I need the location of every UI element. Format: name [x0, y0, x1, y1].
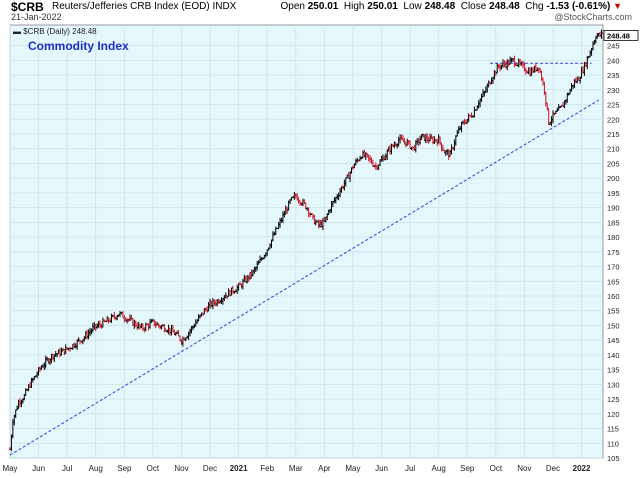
- exchange-label: INDX: [212, 1, 237, 12]
- chart-header: $CRB Reuters/Jefferies CRB Index (EOD) I…: [0, 0, 640, 24]
- y-tick-label: 245: [607, 42, 620, 51]
- y-tick-label: 225: [607, 101, 620, 110]
- y-tick-label: 220: [607, 115, 620, 124]
- y-tick-label: 210: [607, 145, 620, 154]
- close-label: Close: [460, 1, 487, 12]
- x-tick-label: Jul: [62, 464, 72, 473]
- x-tick-label: Apr: [318, 464, 331, 473]
- y-tick-label: 150: [607, 321, 620, 330]
- x-tick-label: 2022: [573, 464, 591, 473]
- x-tick-label: Jun: [375, 464, 388, 473]
- down-arrow-icon: ▼: [613, 1, 622, 11]
- y-tick-label: 130: [607, 380, 620, 389]
- x-tick-label: 2021: [230, 464, 248, 473]
- instrument-name: Reuters/Jefferies CRB Index (EOD): [52, 1, 210, 12]
- x-tick-label: Aug: [432, 464, 446, 473]
- chg-value: -1.53 (-0.61%): [546, 1, 611, 12]
- x-tick-label: Aug: [89, 464, 103, 473]
- y-tick-label: 190: [607, 204, 620, 213]
- y-tick-label: 215: [607, 130, 620, 139]
- y-tick-label: 145: [607, 336, 620, 345]
- support-trendline: [9, 99, 599, 456]
- x-tick-label: Dec: [203, 464, 217, 473]
- y-tick-label: 135: [607, 366, 620, 375]
- y-tick-label: 205: [607, 159, 620, 168]
- chart-date: 21-Jan-2022: [11, 12, 62, 22]
- ohlc-readout: Open 250.01 High 250.01 Low 248.48 Close…: [281, 1, 623, 12]
- y-tick-label: 125: [607, 395, 620, 404]
- chg-label: Chg: [525, 1, 544, 12]
- x-tick-label: Nov: [517, 464, 531, 473]
- high-label: High: [343, 1, 365, 12]
- y-tick-label: 230: [607, 86, 620, 95]
- ohlc-bars: [8, 29, 603, 452]
- x-tick-label: Nov: [174, 464, 188, 473]
- y-tick-label: 115: [607, 425, 619, 434]
- high-value: 250.01: [367, 1, 398, 12]
- y-tick-label: 165: [607, 277, 620, 286]
- low-value: 248.48: [424, 1, 456, 12]
- chart-annotation: Commodity Index: [28, 39, 129, 53]
- y-tick-label: 240: [607, 56, 620, 65]
- plot-area: [9, 24, 604, 459]
- open-label: Open: [280, 1, 305, 12]
- open-value: 250.01: [307, 1, 339, 12]
- low-label: Low: [403, 1, 422, 12]
- y-tick-label: 180: [607, 233, 620, 242]
- y-tick-label: 235: [607, 71, 620, 80]
- y-tick-label: 185: [607, 218, 620, 227]
- y-tick-label: 160: [607, 292, 620, 301]
- y-tick-label: 110: [607, 439, 619, 448]
- stockcharts-watermark: @StockCharts.com: [554, 12, 632, 22]
- y-tick-label: 120: [607, 410, 620, 419]
- y-tick-label: 170: [607, 263, 620, 272]
- y-tick-label: 105: [607, 454, 620, 463]
- x-tick-label: Sep: [117, 464, 132, 473]
- x-tick-label: Dec: [546, 464, 560, 473]
- ticker-symbol: $CRB: [11, 0, 44, 14]
- y-tick-label: 140: [607, 351, 620, 360]
- x-tick-label: May: [2, 464, 17, 473]
- y-tick-label: 155: [607, 307, 620, 316]
- x-tick-label: Oct: [147, 464, 160, 473]
- x-tick-label: Jun: [32, 464, 45, 473]
- series-legend: ▬ $CRB (Daily) 248.48: [13, 27, 97, 36]
- y-tick-label: 195: [607, 189, 620, 198]
- close-value: 248.48: [489, 1, 520, 12]
- x-tick-label: Oct: [490, 464, 503, 473]
- y-tick-label: 200: [607, 174, 620, 183]
- x-tick-label: May: [345, 464, 360, 473]
- x-tick-label: Sep: [460, 464, 475, 473]
- x-tick-label: Mar: [289, 464, 303, 473]
- x-tick-label: Feb: [260, 464, 274, 473]
- x-tick-label: Jul: [405, 464, 415, 473]
- last-value-box: [603, 29, 639, 41]
- y-tick-label: 175: [607, 248, 620, 257]
- last-value-label: 248.48: [607, 31, 630, 40]
- ticker-name: Reuters/Jefferies CRB Index (EOD) INDX: [52, 1, 236, 12]
